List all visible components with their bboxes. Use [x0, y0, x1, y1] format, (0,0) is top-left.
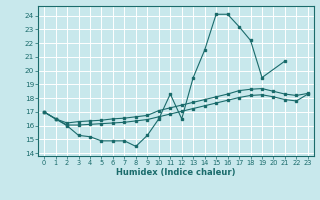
X-axis label: Humidex (Indice chaleur): Humidex (Indice chaleur) — [116, 168, 236, 177]
